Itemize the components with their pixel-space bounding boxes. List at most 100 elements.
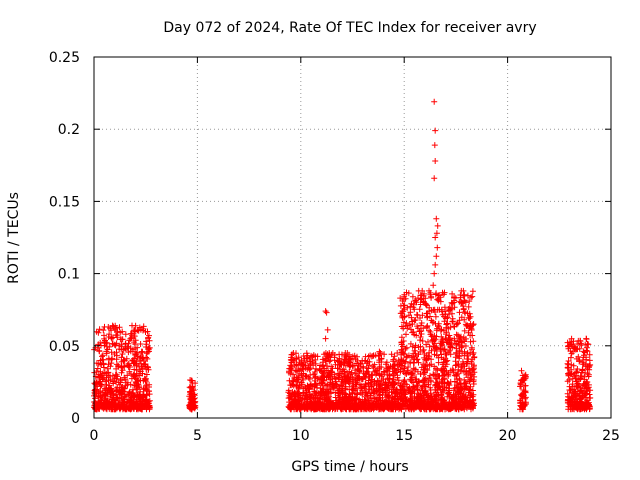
data-point — [137, 368, 144, 375]
data-point — [130, 360, 137, 367]
data-point — [145, 402, 152, 409]
data-point — [131, 355, 138, 362]
data-point — [190, 396, 197, 403]
data-point — [127, 395, 134, 402]
data-point — [115, 401, 122, 407]
data-point — [131, 366, 138, 373]
data-point — [143, 350, 150, 357]
data-point — [98, 397, 105, 404]
data-point — [100, 370, 106, 377]
data-point — [103, 406, 110, 413]
data-point — [131, 402, 138, 409]
data-point — [102, 391, 109, 398]
data-point — [188, 388, 195, 395]
data-point — [189, 380, 196, 386]
data-point — [192, 402, 199, 409]
data-point — [186, 403, 193, 409]
data-point — [116, 381, 123, 388]
data-point — [143, 366, 150, 373]
data-point — [144, 328, 151, 335]
data-point — [103, 339, 110, 346]
data-point — [133, 351, 140, 358]
data-point — [131, 374, 138, 380]
data-point — [140, 323, 147, 330]
data-point — [143, 392, 150, 399]
data-point — [123, 394, 130, 400]
data-point — [113, 379, 120, 386]
data-point — [99, 356, 106, 363]
data-point — [93, 368, 100, 375]
data-point — [132, 328, 139, 335]
data-point — [114, 334, 121, 341]
data-point — [111, 396, 118, 403]
data-point — [93, 328, 100, 335]
data-point — [131, 327, 138, 334]
data-point — [120, 405, 127, 412]
data-point — [98, 361, 105, 368]
x-tick-label: 15 — [395, 428, 413, 444]
data-point — [146, 397, 153, 404]
data-point — [121, 399, 127, 406]
data-point — [116, 394, 123, 401]
data-point — [96, 373, 103, 380]
y-tick-label: 0.1 — [58, 267, 80, 283]
data-point — [130, 386, 136, 393]
data-point — [116, 346, 123, 353]
data-point — [136, 324, 143, 331]
data-point — [144, 355, 151, 362]
data-point — [96, 326, 103, 333]
data-point — [137, 341, 144, 347]
data-point — [146, 344, 153, 351]
data-point — [119, 404, 126, 410]
data-point — [119, 367, 126, 374]
data-point — [104, 398, 111, 405]
data-point — [132, 345, 139, 352]
data-point — [143, 338, 150, 345]
data-point — [118, 369, 125, 376]
data-point — [143, 341, 150, 348]
data-point — [111, 341, 118, 348]
data-point — [97, 378, 104, 385]
data-point — [127, 381, 134, 388]
data-point — [106, 331, 113, 338]
data-point — [108, 360, 115, 367]
data-point — [137, 377, 144, 384]
data-point — [122, 345, 129, 352]
data-point — [123, 355, 130, 362]
data-point — [105, 369, 112, 376]
data-point — [113, 352, 120, 359]
data-point — [103, 374, 110, 381]
data-points — [91, 98, 594, 413]
data-point — [132, 337, 139, 344]
data-point — [121, 363, 127, 370]
data-point — [126, 337, 133, 344]
x-tick-label: 5 — [193, 428, 202, 444]
data-point — [140, 392, 147, 398]
data-point — [113, 391, 119, 398]
data-point — [101, 335, 108, 342]
data-point — [119, 351, 126, 357]
data-point — [91, 404, 98, 411]
data-point — [136, 372, 142, 379]
x-tick-label: 25 — [602, 428, 620, 444]
data-point — [133, 367, 140, 374]
data-point — [140, 354, 146, 361]
data-point — [116, 389, 123, 396]
data-point — [143, 371, 150, 378]
x-tick-label: 20 — [499, 428, 517, 444]
x-axis-label: GPS time / hours — [291, 459, 408, 475]
data-point — [127, 406, 134, 413]
data-point — [112, 402, 119, 409]
data-point — [140, 361, 147, 368]
data-point — [108, 335, 115, 342]
data-point — [101, 364, 107, 371]
data-point — [118, 354, 125, 361]
data-point — [128, 330, 135, 337]
x-tick-label: 0 — [90, 428, 99, 444]
data-point — [191, 391, 197, 398]
data-point — [112, 342, 119, 349]
y-tick-label: 0.15 — [49, 194, 80, 210]
data-point — [146, 381, 153, 388]
data-point — [187, 399, 194, 406]
